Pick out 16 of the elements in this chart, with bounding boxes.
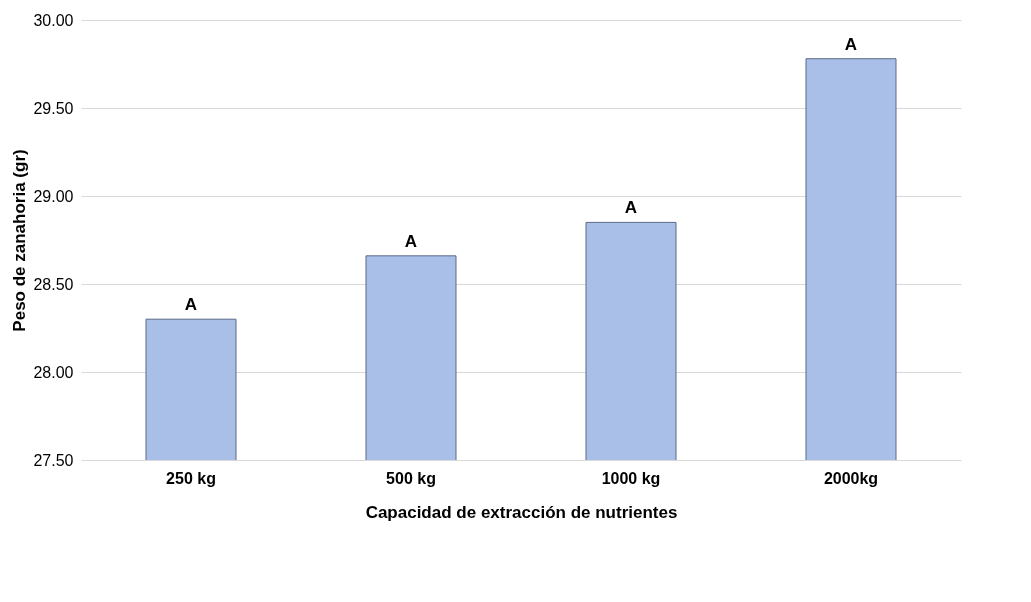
- x-tick-label: 500 kg: [386, 469, 436, 487]
- annotation: A: [404, 231, 418, 251]
- annotation: A: [844, 34, 858, 54]
- y-tick-label: 28.50: [33, 275, 74, 293]
- y-tick-label: 29.50: [33, 99, 74, 117]
- x-tick-label: 1000 kg: [601, 469, 661, 487]
- y-tick-label: 28.00: [33, 363, 74, 381]
- x-tick-label: 250 kg: [166, 469, 216, 487]
- y-axis-title: Peso de zanahoria (gr): [10, 149, 30, 332]
- x-axis-title: Capacidad de extracción de nutrientes: [365, 502, 678, 522]
- annotation: A: [184, 295, 198, 315]
- y-tick-label: 29.00: [33, 187, 74, 205]
- x-tick-label: 2000kg: [823, 469, 879, 487]
- y-tick-label: 30.00: [33, 11, 74, 29]
- annotation: A: [624, 198, 638, 218]
- y-tick-label: 27.50: [33, 451, 74, 469]
